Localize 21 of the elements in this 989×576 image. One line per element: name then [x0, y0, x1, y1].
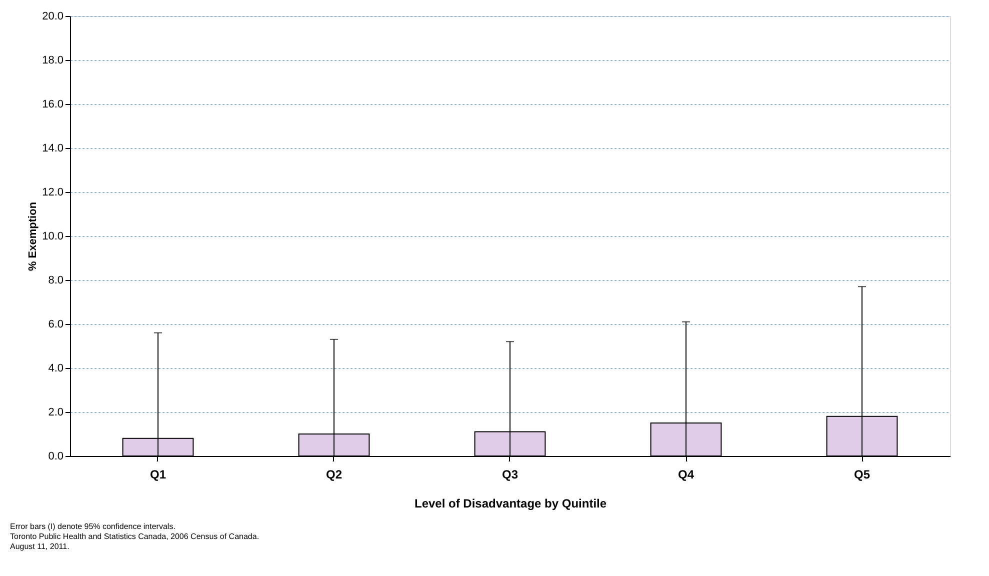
y-tick-label: 8.0 — [48, 274, 64, 286]
y-tick-label: 2.0 — [48, 406, 64, 418]
y-tick-label: 0.0 — [48, 450, 64, 462]
y-axis-title: % Exemption — [27, 202, 40, 272]
y-tick-label: 12.0 — [42, 186, 64, 198]
y-tick-label: 10.0 — [42, 230, 64, 242]
x-tick-label: Q1 — [150, 468, 166, 482]
y-tick-label: 16.0 — [42, 98, 64, 110]
x-tick-label: Q5 — [854, 468, 870, 482]
x-axis-title: Level of Disadvantage by Quintile — [414, 496, 607, 510]
y-tick-label: 18.0 — [42, 54, 64, 66]
y-tick-label: 14.0 — [42, 142, 64, 154]
x-tick-label: Q4 — [678, 468, 694, 482]
y-tick-label: 6.0 — [48, 318, 64, 330]
y-tick-label: 20.0 — [42, 10, 64, 22]
text: Error bars (I) denote 95% confidence intervals. — [10, 522, 176, 531]
y-tick-label: 4.0 — [48, 362, 64, 374]
text: Toronto Public Health and Statistics Canada, 2006 Census of Canada. — [10, 532, 260, 541]
text: August 11, 2011. — [10, 542, 70, 551]
x-tick-label: Q2 — [326, 468, 342, 482]
x-tick-label: Q3 — [502, 468, 518, 482]
